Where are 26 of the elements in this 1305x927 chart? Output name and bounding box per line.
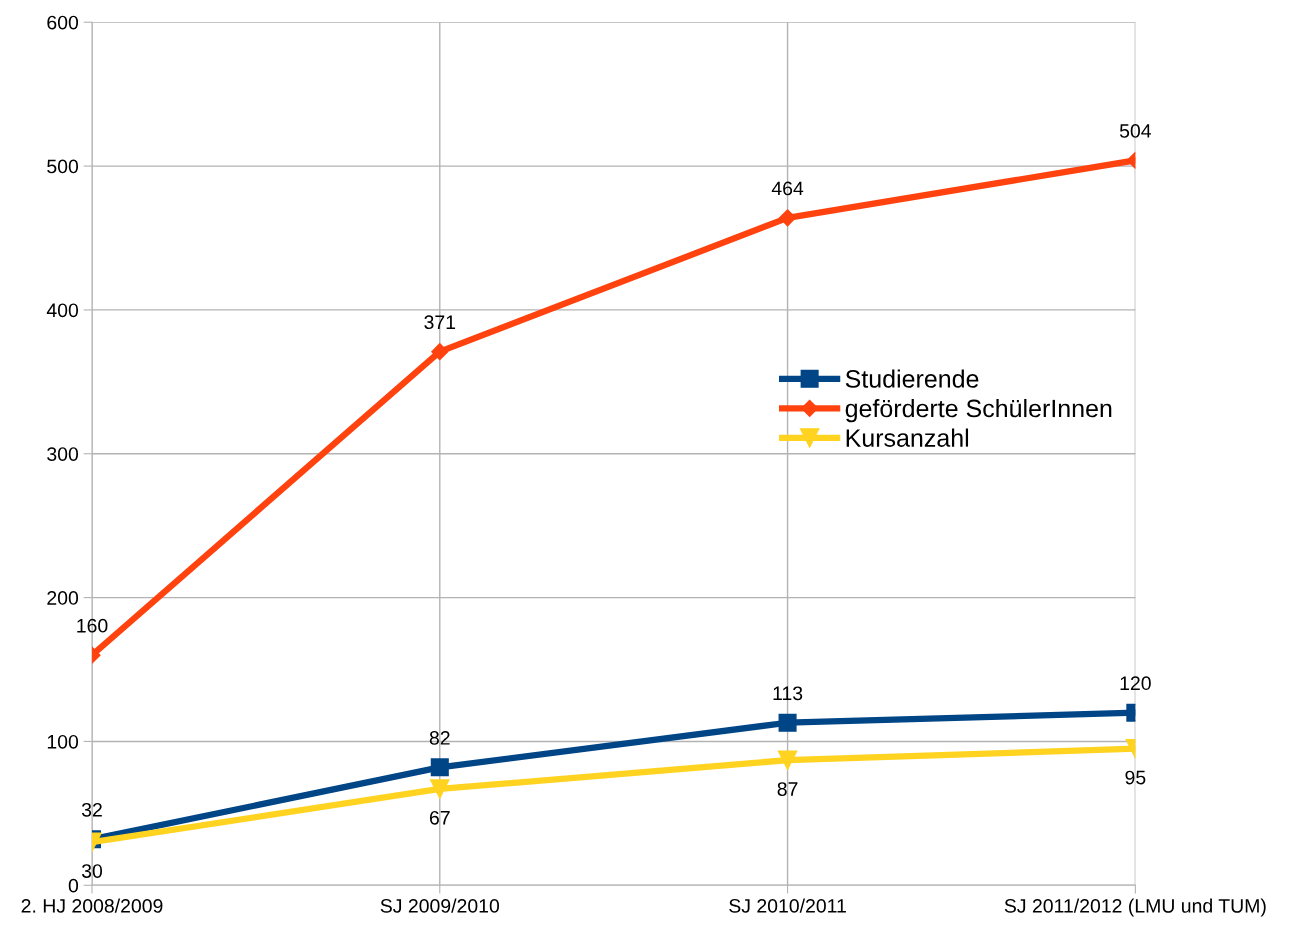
data-label: 371 [424,315,456,330]
data-label: 95 [1125,770,1146,785]
legend-label: geförderte SchülerInnen [845,398,1112,423]
x-tick-label: SJ 2011/2012 (LMU und TUM) [1004,898,1266,917]
data-label: 504 [1119,124,1151,138]
data-label: 32 [81,802,102,817]
data-label: 87 [777,782,798,796]
data-label: 464 [771,181,804,196]
x-tick-label: 2. HJ 2008/2009 [21,898,163,913]
data-label: 67 [429,810,450,825]
y-tick-label: 400 [46,303,79,318]
y-tick-label: 200 [47,591,79,605]
y-tick-label: 500 [47,159,79,174]
data-label: 120 [1120,676,1151,691]
legend-label: Studierende [845,369,979,388]
data-label: 113 [773,686,803,701]
data-label: 30 [81,864,103,878]
data-label: 160 [77,618,108,633]
y-tick-label: 100 [47,734,79,749]
y-tick-label: 600 [47,15,79,30]
y-tick-label: 300 [47,447,79,461]
x-tick-label: SJ 2010/2011 [729,898,846,913]
x-tick-label: SJ 2009/2010 [380,898,500,913]
y-tick-label: 0 [68,878,79,893]
data-label: 82 [429,731,450,745]
legend-label: Kursanzahl [846,428,969,447]
